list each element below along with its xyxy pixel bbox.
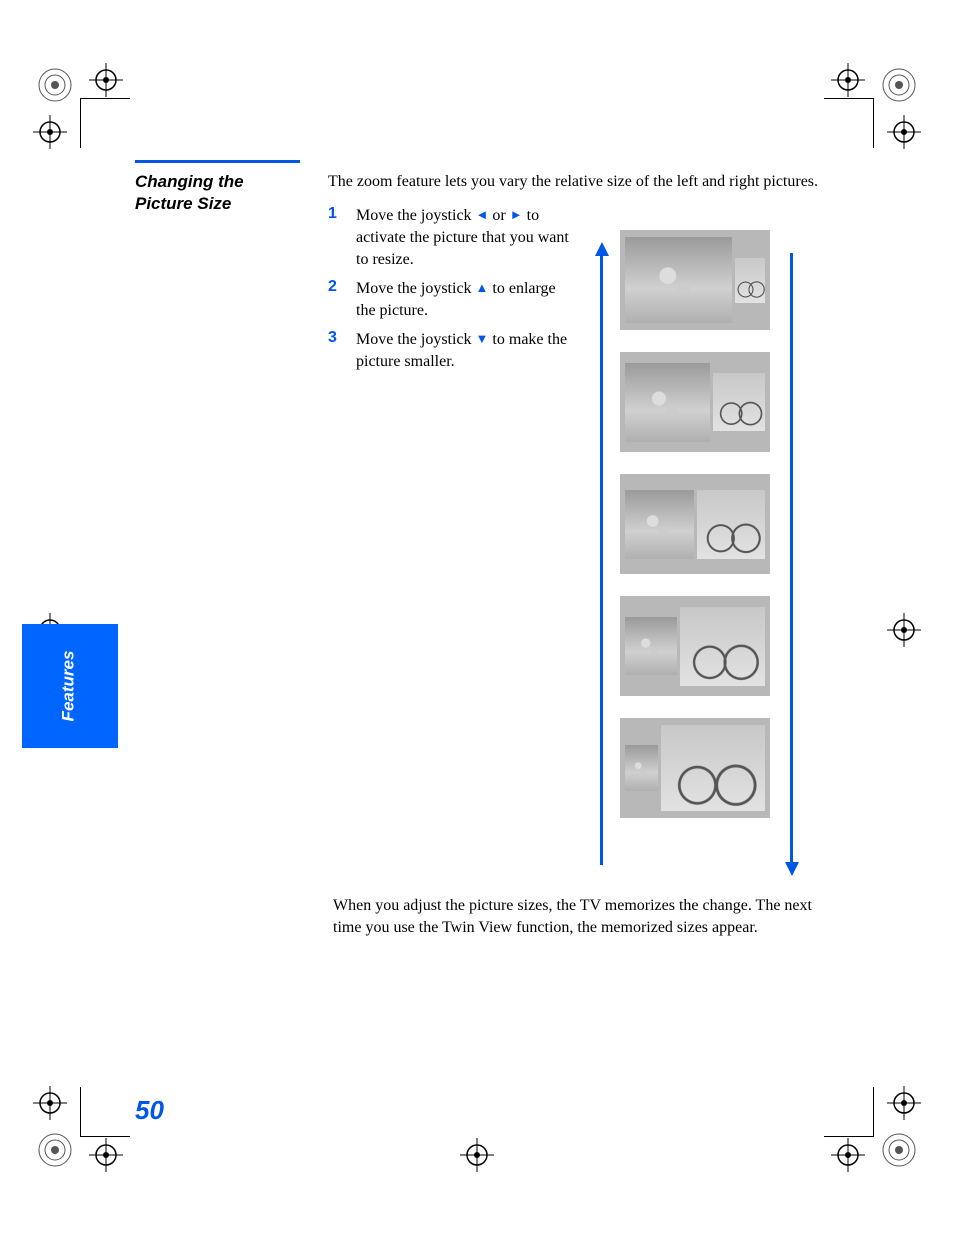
crop-mark-icon [874, 60, 924, 110]
tv-picture-left [625, 617, 677, 675]
tv-frame [620, 352, 770, 452]
crop-line [80, 98, 130, 99]
crop-mark-icon [884, 112, 924, 152]
crop-mark-icon [828, 1135, 868, 1175]
crop-mark-icon [30, 1083, 70, 1123]
tv-picture-left [625, 745, 658, 791]
step-item: 1Move the joystick ◄ or ► to activate th… [328, 205, 578, 270]
step-text: Move the joystick ◄ or ► to activate the… [356, 205, 578, 270]
tv-picture-right [735, 258, 765, 303]
step-number: 2 [328, 278, 342, 321]
crop-mark-icon [86, 1135, 126, 1175]
tv-frame [620, 718, 770, 818]
arrow-up-icon: ▲ [476, 280, 489, 295]
crop-mark-icon [30, 112, 70, 152]
arrow-down-icon [785, 862, 799, 876]
crop-line [873, 98, 874, 148]
section-tab: Features [22, 624, 118, 748]
step-item: 2 Move the joystick ▲ to enlarge the pict… [328, 278, 578, 321]
tv-picture-right [680, 607, 765, 686]
steps-list: 1Move the joystick ◄ or ► to activate th… [328, 205, 578, 372]
tv-picture-right [713, 373, 765, 431]
tv-frame [620, 596, 770, 696]
step-item: 3 Move the joystick ▼ to make the picture… [328, 329, 578, 372]
section-tab-label: Features [59, 651, 79, 722]
arrow-right-icon: ► [510, 207, 523, 222]
crop-mark-icon [884, 610, 924, 650]
illustration-column [610, 230, 780, 840]
tv-picture-right [697, 490, 765, 559]
crop-line [824, 98, 874, 99]
arrow-left-icon: ◄ [476, 207, 489, 222]
arrow-down-icon: ▼ [476, 331, 489, 346]
crop-line [824, 1136, 874, 1137]
tv-frame [620, 474, 770, 574]
step-text: Move the joystick ▲ to enlarge the pictu… [356, 278, 578, 321]
tv-picture-left [625, 363, 710, 442]
tv-picture-left [625, 237, 732, 323]
crop-mark-icon [86, 60, 126, 100]
tv-picture-right [661, 725, 765, 811]
section-title: Changing the Picture Size [135, 171, 300, 215]
crop-line [80, 1136, 130, 1137]
crop-mark-icon [30, 1125, 80, 1175]
tv-frame [620, 230, 770, 330]
crop-mark-icon [30, 60, 80, 110]
crop-mark-icon [874, 1125, 924, 1175]
crop-line [873, 1087, 874, 1137]
page-number: 50 [135, 1095, 164, 1126]
crop-line [80, 98, 81, 148]
scale-arrow-up-rail [600, 253, 603, 865]
crop-mark-icon [457, 1135, 497, 1175]
intro-text: The zoom feature lets you vary the relat… [328, 171, 845, 193]
step-number: 3 [328, 329, 342, 372]
step-text: Move the joystick ▼ to make the picture … [356, 329, 578, 372]
arrow-up-icon [595, 242, 609, 256]
crop-mark-icon [884, 1083, 924, 1123]
scale-arrow-down-rail [790, 253, 793, 865]
outro-text: When you adjust the picture sizes, the T… [333, 895, 843, 940]
tv-picture-left [625, 490, 694, 559]
step-number: 1 [328, 205, 342, 270]
section-rule [135, 160, 300, 163]
crop-line [80, 1087, 81, 1137]
crop-mark-icon [828, 60, 868, 100]
